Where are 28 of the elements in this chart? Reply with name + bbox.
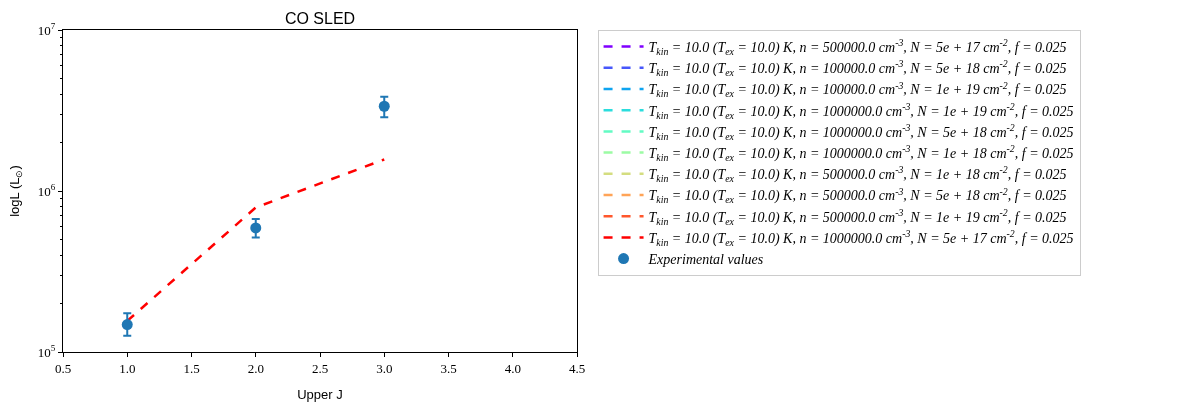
x-tick-label: 0.5 (54, 360, 72, 376)
text: T$_{kin}$ = 10.0 (T$_{ex}$ = 10.0) K, n = 500000.0 cm$^{-3}$, N = 5e + 18 cm$^{-2}$, f = 0.025 (648, 185, 1067, 206)
chart-title: CO SLED (284, 9, 356, 27)
y-tick-label: 10$^{6}$ (37, 182, 56, 199)
x-tick-label: 3.0 (376, 360, 393, 376)
text: T$_{kin}$ = 10.0 (T$_{ex}$ = 10.0) K, n = 1000000.0 cm$^{-3}$, N = 5e + 18 cm$^{-2}$, f = 0.025 (648, 121, 1074, 142)
point (121, 319, 133, 331)
point (378, 100, 390, 112)
x-tick-label: 1.5 (183, 360, 200, 376)
text: T$_{kin}$ = 10.0 (T$_{ex}$ = 10.0) K, n = 100000.0 cm$^{-3}$, N = 1e + 19 cm$^{-2}$, f = 0.025 (648, 79, 1067, 100)
y-tick-label: 10$^{7}$ (37, 21, 56, 38)
text: T$_{kin}$ = 10.0 (T$_{ex}$ = 10.0) K, n = 500000.0 cm$^{-3}$, N = 1e + 18 cm$^{-2}$, f = 0.025 (648, 164, 1067, 185)
legend-label: Experimental values (647, 252, 764, 268)
x-tick-label: 3.5 (440, 360, 457, 376)
text: T$_{kin}$ = 10.0 (T$_{ex}$ = 10.0) K, n = 500000.0 cm$^{-3}$, N = 5e + 17 cm$^{-2}$, f = 0.025 (648, 37, 1067, 57)
text: T$_{kin}$ = 10.0 (T$_{ex}$ = 10.0) K, n = 1000000.0 cm$^{-3}$, N = 5e + 17 cm$^{-2}$, f = 0.025 (648, 227, 1074, 248)
text: T$_{kin}$ = 10.0 (T$_{ex}$ = 10.0) K, n = 500000.0 cm$^{-3}$, N = 1e + 19 cm$^{-2}$, f = 0.025 (648, 206, 1067, 227)
y-tick-label: 10$^{5}$ (37, 343, 56, 360)
x-tick-label: 1.0 (119, 360, 136, 376)
x-tick-label: 2.0 (247, 360, 264, 376)
x-axis-title: Upper J (297, 387, 343, 403)
x-tick-label: 2.5 (311, 360, 329, 376)
x-tick-label: 4.0 (504, 360, 521, 376)
text: T$_{kin}$ = 10.0 (T$_{ex}$ = 10.0) K, n = 1000000.0 cm$^{-3}$, N = 1e + 18 cm$^{-2}$, f = 0.025 (648, 143, 1074, 163)
point (250, 222, 262, 234)
text: T$_{kin}$ = 10.0 (T$_{ex}$ = 10.0) K, n = 100000.0 cm$^{-3}$, N = 5e + 18 cm$^{-2}$, f = 0.025 (648, 58, 1067, 79)
x-tick-label: 4.5 (568, 360, 586, 376)
text: T$_{kin}$ = 10.0 (T$_{ex}$ = 10.0) K, n = 1000000.0 cm$^{-3}$, N = 1e + 19 cm$^{-2}$, f = 0.025 (648, 100, 1074, 121)
